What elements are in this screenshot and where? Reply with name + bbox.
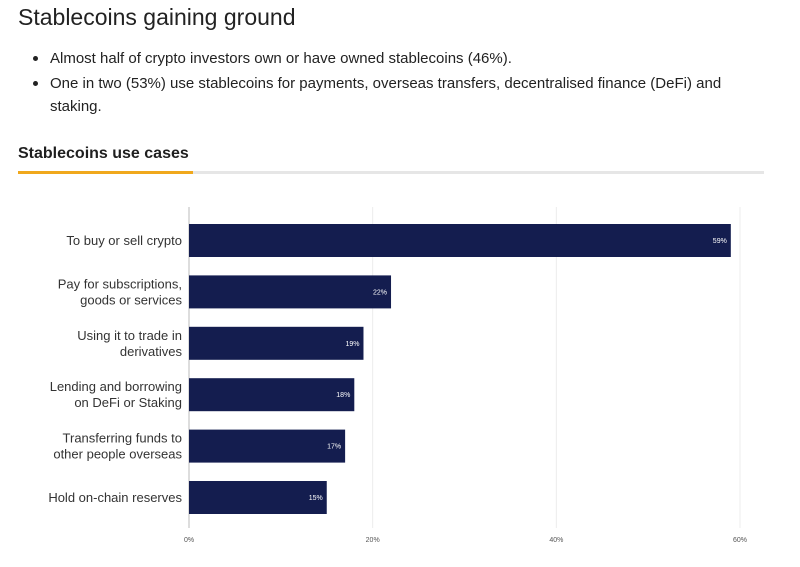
category-label: Hold on-chain reserves [48,490,182,505]
x-tick-label: 60% [733,537,747,544]
bar-value-label: 22% [373,289,387,296]
bar [189,275,392,309]
bar [189,224,731,257]
category-label: Lending and borrowing [50,379,182,394]
bar-value-label: 15% [309,495,323,502]
bar [189,326,364,360]
heading-divider [18,171,764,174]
category-label: goods or services [80,292,182,307]
category-label: Using it to trade in [77,328,182,343]
category-label: other people overseas [53,447,182,462]
bar [189,429,346,463]
bar-value-label: 18% [336,392,350,399]
page-title: Stablecoins gaining ground [18,4,296,30]
x-tick-label: 40% [549,537,563,544]
x-tick-label: 0% [184,537,194,544]
category-label: To buy or sell crypto [66,233,182,248]
bar [189,378,355,412]
bar-value-label: 19% [345,341,359,348]
bullet-item: One in two (53%) use stablecoins for pay… [30,72,770,118]
category-label: derivatives [120,344,183,359]
category-label: Pay for subscriptions, [58,276,182,291]
bullet-list: Almost half of crypto investors own or h… [30,47,770,120]
category-label: Transferring funds to [63,431,182,446]
category-label: on DeFi or Staking [74,395,182,410]
bullet-item: Almost half of crypto investors own or h… [30,47,770,70]
heading-accent-underline [18,171,193,174]
section-heading: Stablecoins use cases [18,145,189,162]
bar [189,481,327,514]
x-tick-label: 20% [366,537,380,544]
bar-value-label: 59% [713,238,727,245]
bar-value-label: 17% [327,444,341,451]
